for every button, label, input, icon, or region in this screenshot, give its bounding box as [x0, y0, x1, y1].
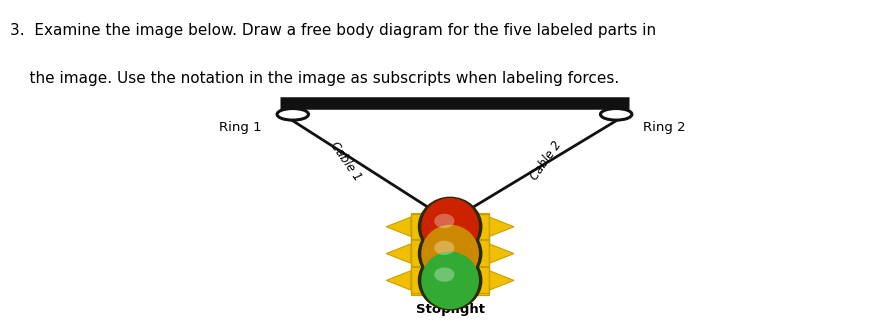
Ellipse shape: [434, 214, 454, 228]
Ellipse shape: [421, 225, 479, 282]
Text: the image. Use the notation in the image as subscripts when labeling forces.: the image. Use the notation in the image…: [10, 71, 620, 86]
Text: Cable 1: Cable 1: [327, 139, 364, 183]
Ellipse shape: [418, 223, 482, 284]
Text: Stoplight: Stoplight: [416, 303, 484, 316]
Polygon shape: [386, 244, 411, 263]
FancyBboxPatch shape: [411, 213, 489, 241]
Polygon shape: [489, 271, 514, 290]
Ellipse shape: [434, 241, 454, 255]
Polygon shape: [386, 271, 411, 290]
FancyBboxPatch shape: [411, 266, 489, 295]
Text: Cable 2: Cable 2: [528, 139, 565, 183]
Ellipse shape: [434, 267, 454, 282]
Text: Ring 1: Ring 1: [219, 121, 261, 134]
Text: Ring 2: Ring 2: [643, 121, 685, 134]
Polygon shape: [386, 217, 411, 236]
Polygon shape: [489, 244, 514, 263]
Text: 3.  Examine the image below. Draw a free body diagram for the five labeled parts: 3. Examine the image below. Draw a free …: [10, 23, 656, 38]
Ellipse shape: [418, 250, 482, 310]
FancyBboxPatch shape: [411, 239, 489, 268]
Ellipse shape: [421, 198, 479, 256]
Ellipse shape: [418, 197, 482, 257]
Ellipse shape: [421, 251, 479, 309]
Polygon shape: [489, 217, 514, 236]
